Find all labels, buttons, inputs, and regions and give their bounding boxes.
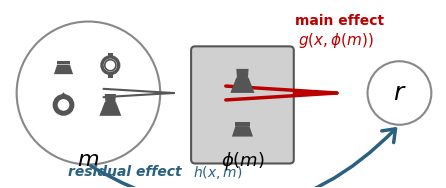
- Text: $g(x, \phi(m))$: $g(x, \phi(m))$: [298, 31, 374, 50]
- Polygon shape: [61, 92, 66, 98]
- Bar: [235, 122, 250, 126]
- Polygon shape: [231, 78, 255, 93]
- Text: $\phi(m)$: $\phi(m)$: [221, 149, 265, 171]
- Polygon shape: [99, 102, 121, 116]
- Polygon shape: [105, 94, 116, 104]
- Polygon shape: [54, 65, 73, 74]
- FancyBboxPatch shape: [191, 46, 294, 164]
- Bar: [57, 61, 70, 64]
- Text: $h(x, m)$: $h(x, m)$: [193, 164, 242, 181]
- Circle shape: [17, 22, 160, 164]
- FancyArrowPatch shape: [91, 129, 396, 188]
- Bar: [107, 73, 113, 77]
- Text: $r$: $r$: [392, 82, 406, 105]
- Text: main effect: main effect: [295, 14, 384, 28]
- Polygon shape: [236, 69, 248, 80]
- Text: $m$: $m$: [77, 149, 99, 171]
- Polygon shape: [232, 126, 253, 137]
- Text: residual effect: residual effect: [68, 165, 191, 179]
- Circle shape: [368, 61, 431, 125]
- Bar: [107, 53, 113, 57]
